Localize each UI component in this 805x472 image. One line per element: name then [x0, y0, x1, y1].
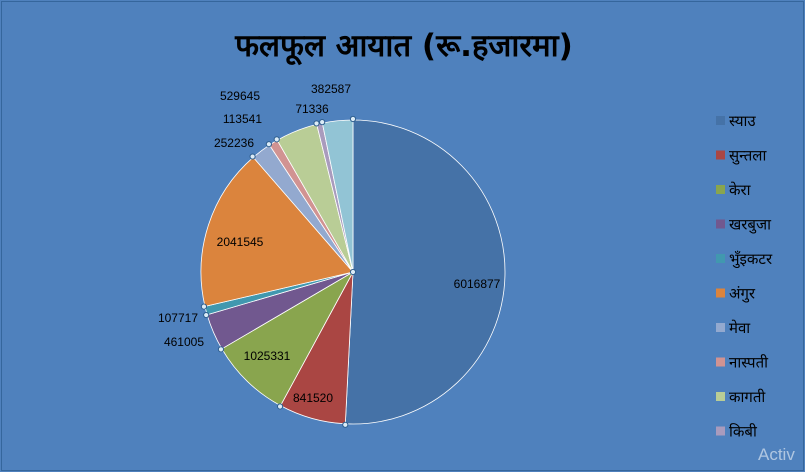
legend-entry-8[interactable]: कागती	[716, 388, 766, 406]
data-label-4: 107717	[158, 311, 198, 325]
legend-entry-6[interactable]: मेवा	[716, 319, 751, 337]
legend-swatch	[716, 185, 725, 194]
selection-handle[interactable]	[203, 311, 210, 319]
selection-handle[interactable]	[249, 153, 256, 160]
data-label-5: 2041545	[217, 235, 264, 249]
legend-swatch	[716, 288, 725, 298]
selection-handle[interactable]	[349, 115, 357, 123]
legend-label: कागती	[729, 388, 766, 406]
legend-swatch	[716, 254, 725, 263]
legend-entry-5[interactable]: अंगुर	[716, 285, 756, 304]
data-labels: 6016877 841520 1025331 461005 107717 2041545 2…	[158, 82, 501, 405]
data-label-2: 1025331	[244, 349, 291, 363]
selection-handle[interactable]	[217, 346, 225, 353]
pie-slices[interactable]	[200, 119, 506, 425]
selection-handle[interactable]	[276, 403, 284, 410]
legend[interactable]: स्याउ सुन्तला केरा खरबुजा भुँइकटर अंगुर मेवा ना…	[716, 112, 773, 441]
legend-entry-7[interactable]: नास्पती	[716, 354, 769, 372]
legend-swatch	[716, 392, 725, 401]
data-label-8: 529645	[220, 89, 260, 103]
slice-0[interactable]	[344, 119, 506, 425]
selection-handle[interactable]	[342, 421, 349, 428]
legend-entry-4[interactable]: भुँइकटर	[716, 250, 773, 269]
selection-handle[interactable]	[200, 303, 208, 310]
chart-title: फलफूल आयात (रू.हजारमा)	[234, 28, 573, 66]
legend-entry-0[interactable]: स्याउ	[716, 112, 756, 130]
selection-handle[interactable]	[273, 136, 280, 143]
data-label-9: 71336	[295, 102, 329, 116]
legend-label: स्याउ	[729, 112, 756, 130]
legend-swatch	[716, 116, 725, 125]
slice-5[interactable]	[200, 156, 354, 307]
data-label-extra: 382587	[311, 82, 351, 96]
data-label-6: 252236	[214, 136, 254, 150]
legend-entry-2[interactable]: केरा	[716, 181, 752, 199]
legend-label: नास्पती	[729, 354, 769, 372]
activation-watermark: Activ	[758, 445, 795, 464]
data-label-7: 113541	[223, 112, 262, 126]
legend-entry-3[interactable]: खरबुजा	[716, 216, 772, 235]
legend-entry-9[interactable]: किबी	[716, 423, 758, 441]
data-label-1: 841520	[293, 391, 333, 405]
legend-label: सुन्तला	[729, 147, 767, 166]
legend-label: खरबुजा	[729, 216, 772, 235]
data-label-0: 6016877	[454, 277, 501, 291]
legend-label: भुँइकटर	[729, 250, 773, 269]
selection-handle-center[interactable]	[349, 268, 357, 276]
legend-swatch	[716, 219, 725, 229]
selection-handles[interactable]	[200, 115, 357, 428]
legend-swatch	[716, 426, 725, 436]
legend-label: केरा	[729, 181, 752, 199]
legend-label: अंगुर	[729, 285, 756, 304]
selection-handle[interactable]	[265, 141, 272, 148]
selection-handle[interactable]	[313, 120, 320, 127]
legend-label: किबी	[729, 423, 758, 441]
legend-swatch	[716, 150, 725, 160]
legend-label: मेवा	[729, 319, 751, 337]
legend-swatch	[716, 323, 725, 332]
selection-handle[interactable]	[319, 119, 326, 126]
data-label-3: 461005	[164, 335, 204, 349]
legend-entry-1[interactable]: सुन्तला	[716, 147, 767, 166]
legend-swatch	[716, 357, 725, 367]
